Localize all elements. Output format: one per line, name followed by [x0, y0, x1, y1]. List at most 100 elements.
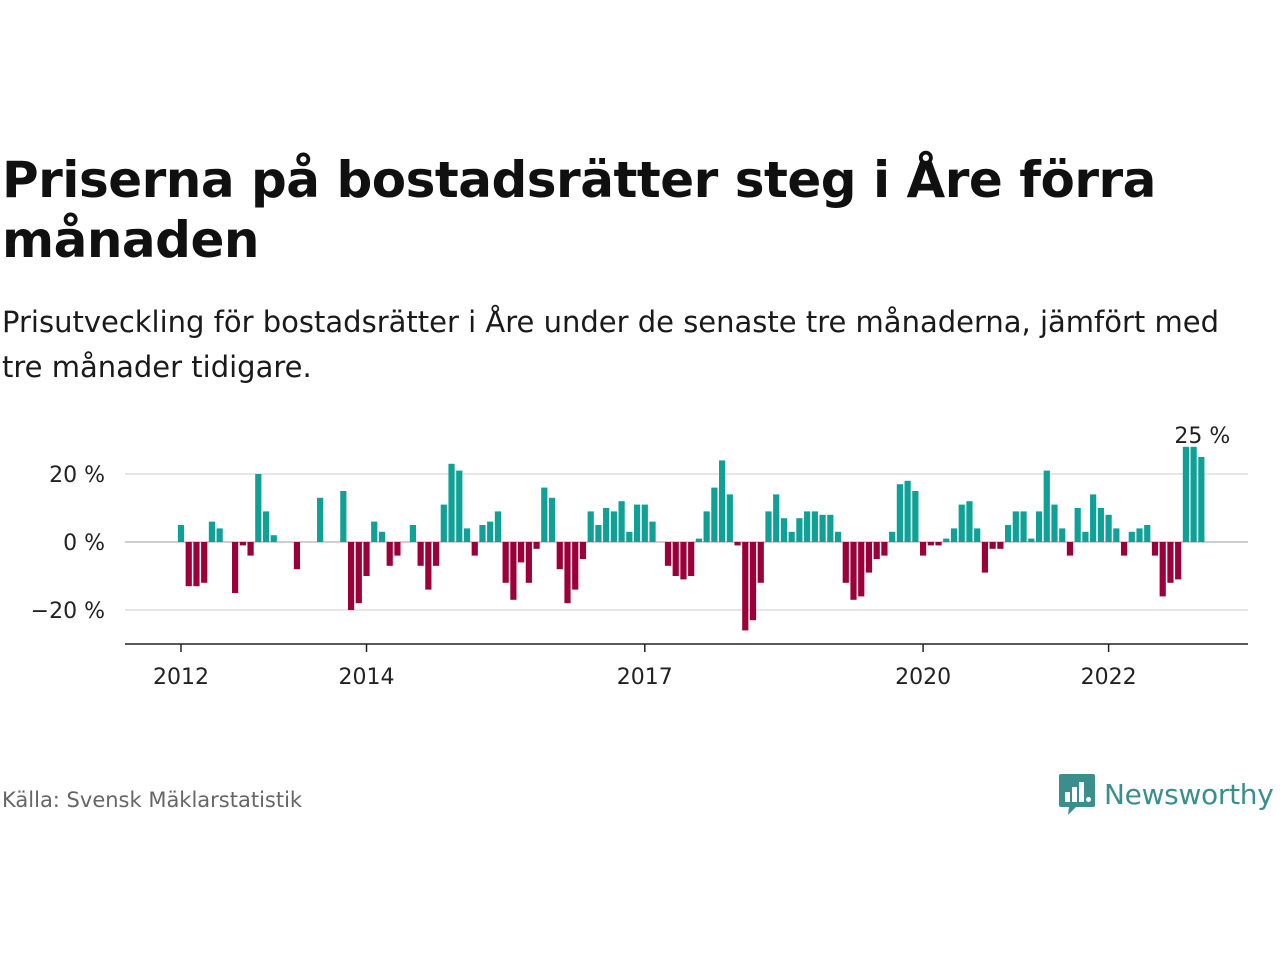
bar [262, 511, 270, 542]
bar [804, 511, 811, 542]
x-tick-label: 2022 [1081, 665, 1137, 690]
brand-logo: Newsworthy [1058, 772, 1274, 816]
bar [610, 511, 617, 542]
bar [1198, 457, 1205, 542]
bar [1074, 508, 1081, 542]
bar [943, 538, 950, 542]
bar [216, 528, 223, 542]
bar [858, 542, 865, 597]
bar [363, 542, 370, 576]
bar [440, 504, 447, 542]
bar [510, 542, 517, 600]
bar [904, 480, 911, 542]
bar [494, 511, 502, 542]
bar [1035, 511, 1043, 542]
bar [1090, 494, 1097, 542]
bar [695, 538, 703, 542]
bar [1043, 470, 1050, 542]
bar [664, 542, 672, 566]
bar [618, 501, 625, 542]
bar [378, 531, 386, 542]
bar [1051, 504, 1058, 542]
bar [981, 542, 989, 573]
bar [487, 521, 494, 542]
bar [726, 494, 733, 542]
bar [603, 508, 610, 542]
bar [796, 518, 803, 542]
bar [966, 501, 973, 542]
bar [1113, 528, 1120, 542]
bar [734, 542, 741, 546]
bar [912, 491, 919, 542]
bar [649, 521, 656, 542]
bar [919, 542, 927, 556]
bar [974, 528, 981, 542]
bar [525, 542, 532, 583]
bar [1097, 508, 1104, 542]
bar [533, 542, 540, 549]
bar [448, 463, 455, 542]
bar [579, 542, 587, 559]
bar [688, 542, 695, 576]
bar [780, 518, 788, 542]
bar [989, 542, 996, 549]
bar [417, 542, 424, 566]
bar [1175, 542, 1182, 580]
bar [355, 542, 362, 604]
y-tick-label: −20 % [31, 599, 105, 624]
bar [518, 542, 525, 563]
bar [232, 542, 239, 593]
bar [703, 511, 710, 542]
bar [749, 542, 757, 621]
bar [340, 491, 347, 542]
bar [572, 542, 579, 590]
x-tick-label: 2017 [617, 665, 673, 690]
bar [641, 504, 648, 542]
bar [1190, 446, 1197, 542]
bar [626, 531, 633, 542]
bar [950, 528, 958, 542]
bar [1159, 542, 1166, 597]
bar [1167, 542, 1174, 583]
bar [935, 542, 942, 546]
x-axis-ticks: 2012 2014 2017 2020 2022 [153, 644, 1137, 690]
bar [788, 531, 795, 542]
bar [1151, 542, 1159, 556]
bar [827, 514, 834, 542]
x-tick-label: 2012 [153, 665, 209, 690]
bar [997, 542, 1004, 549]
bar [1105, 514, 1112, 542]
bar [239, 542, 246, 546]
bar [564, 542, 571, 604]
bar [270, 535, 277, 542]
bar [1012, 511, 1019, 542]
bar [471, 542, 478, 556]
bar [317, 497, 324, 542]
last-value-annotation: 25 % [1174, 424, 1230, 449]
newsworthy-logo-icon [1059, 774, 1095, 815]
bar [293, 542, 301, 570]
bar [1082, 531, 1089, 542]
bar [208, 521, 216, 542]
bar [1120, 542, 1128, 556]
bar [765, 511, 772, 542]
bar [633, 504, 641, 542]
y-tick-label: 20 % [49, 463, 105, 488]
bar [541, 487, 548, 542]
bar [409, 525, 416, 542]
bar [193, 542, 200, 587]
bar [371, 521, 378, 542]
bar [1005, 525, 1012, 542]
bar [201, 542, 208, 583]
bar [881, 542, 888, 556]
bar [811, 511, 818, 542]
bar [587, 511, 594, 542]
source-note: Källa: Svensk Mäklarstatistik [2, 788, 303, 812]
x-tick-label: 2014 [339, 665, 395, 690]
bar [463, 528, 471, 542]
bar [1128, 531, 1135, 542]
bar [255, 474, 262, 542]
bar [185, 542, 192, 587]
bar [958, 504, 965, 542]
bar [1066, 542, 1074, 556]
